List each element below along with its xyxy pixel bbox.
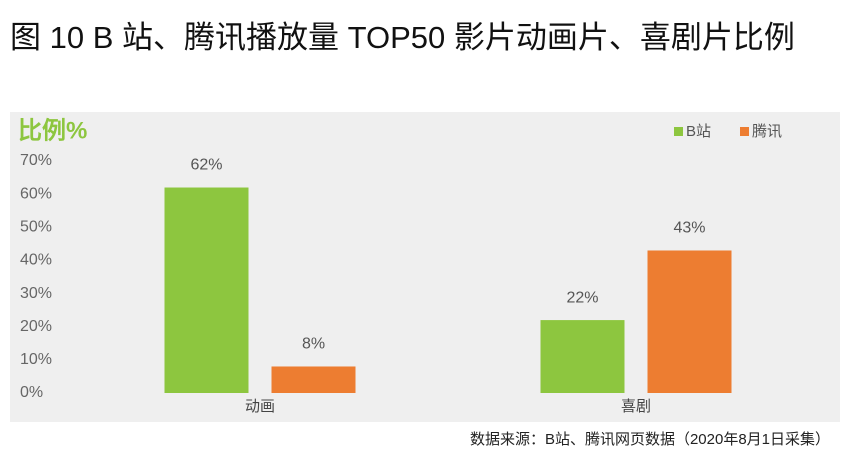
data-label: 62% [190, 157, 222, 174]
chart-title: 图 10 B 站、腾讯播放量 TOP50 影片动画片、喜剧片比例 [10, 20, 795, 55]
bar [647, 250, 732, 393]
y-axis-label: 比例% [18, 117, 87, 144]
data-label: 22% [566, 289, 598, 306]
y-tick-label: 70% [20, 152, 52, 169]
legend-label: B站 [686, 123, 711, 140]
legend-label: 腾讯 [752, 123, 782, 140]
bar [540, 320, 625, 393]
x-tick-label: 喜剧 [621, 398, 651, 415]
data-label: 43% [673, 220, 705, 237]
bar [164, 187, 249, 393]
x-tick-label: 动画 [245, 398, 275, 415]
y-tick-label: 60% [20, 185, 52, 202]
y-tick-label: 50% [20, 219, 52, 236]
bar [271, 366, 356, 393]
data-label: 8% [302, 336, 325, 353]
legend-swatch [674, 127, 683, 136]
y-tick-label: 10% [20, 351, 52, 368]
legend-swatch [740, 127, 749, 136]
source-note: 数据来源：B站、腾讯网页数据（2020年8月1日采集） [470, 431, 830, 448]
y-tick-label: 0% [20, 384, 43, 401]
y-tick-label: 40% [20, 252, 52, 269]
y-tick-label: 30% [20, 285, 52, 302]
y-tick-label: 20% [20, 318, 52, 335]
